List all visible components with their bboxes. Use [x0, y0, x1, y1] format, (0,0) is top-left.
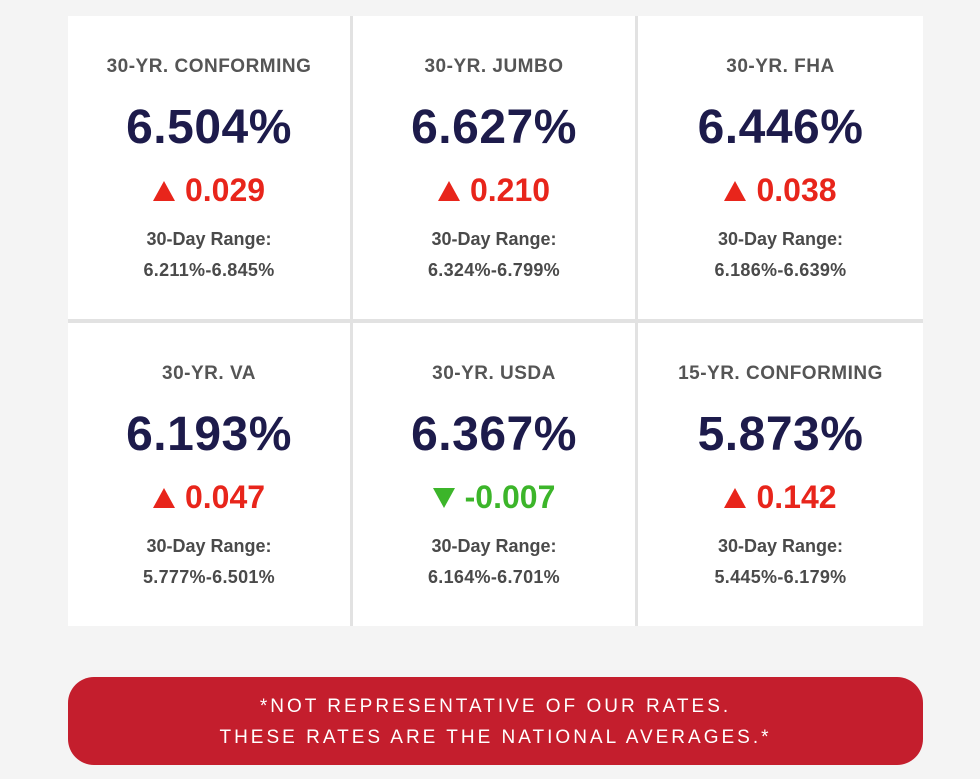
change-value: 0.047	[184, 479, 266, 515]
rate-value: 6.193%	[126, 408, 292, 461]
rates-grid: 30-YR. CONFORMING 6.504% 0.029 30-Day Ra…	[68, 16, 923, 626]
rate-value: 5.873%	[697, 408, 864, 461]
card-title: 30-YR. USDA	[432, 363, 556, 384]
card-title: 30-YR. CONFORMING	[106, 56, 312, 77]
rate-change: 0.029	[68, 172, 350, 209]
change-value: -0.007	[464, 479, 556, 515]
rate-card-30yr-conforming: 30-YR. CONFORMING 6.504% 0.029 30-Day Ra…	[68, 16, 350, 319]
rate-card-30yr-usda: 30-YR. USDA 6.367% -0.007 30-Day Range: …	[353, 323, 635, 626]
rate-change: -0.007	[353, 479, 635, 516]
change-value: 0.038	[756, 172, 837, 208]
card-title: 30-YR. JUMBO	[424, 56, 564, 77]
range-label: 30-Day Range:	[431, 536, 557, 556]
card-title: 30-YR. FHA	[726, 56, 835, 77]
triangle-down-icon	[432, 487, 455, 508]
range-value: 6.211%-6.845%	[143, 260, 275, 280]
range-label: 30-Day Range:	[146, 536, 272, 556]
card-title: 15-YR. CONFORMING	[678, 363, 883, 384]
triangle-up-icon	[437, 180, 460, 201]
change-value: 0.142	[756, 479, 837, 515]
rate-change: 0.047	[68, 479, 350, 516]
range-value: 5.777%-6.501%	[143, 567, 275, 587]
card-title: 30-YR. VA	[162, 363, 256, 384]
rate-card-15yr-conforming: 15-YR. CONFORMING 5.873% 0.142 30-Day Ra…	[638, 323, 923, 626]
triangle-up-icon	[724, 180, 747, 201]
rate-value: 6.367%	[411, 408, 577, 461]
rate-card-30yr-fha: 30-YR. FHA 6.446% 0.038 30-Day Range: 6.…	[638, 16, 923, 319]
rate-change: 0.210	[353, 172, 635, 209]
disclaimer-line-2: THESE RATES ARE THE NATIONAL AVERAGES.*	[219, 727, 772, 748]
range-label: 30-Day Range:	[146, 229, 272, 249]
triangle-up-icon	[152, 487, 175, 508]
range-value: 5.445%-6.179%	[714, 567, 847, 587]
rate-value: 6.627%	[411, 101, 577, 154]
range-label: 30-Day Range:	[717, 229, 844, 249]
change-value: 0.029	[184, 172, 266, 208]
rate-value: 6.446%	[697, 101, 864, 154]
rate-value: 6.504%	[126, 101, 292, 154]
range-label: 30-Day Range:	[431, 229, 557, 249]
rate-card-30yr-va: 30-YR. VA 6.193% 0.047 30-Day Range: 5.7…	[68, 323, 350, 626]
rate-change: 0.038	[638, 172, 923, 209]
range-label: 30-Day Range:	[717, 536, 844, 556]
disclaimer-line-1: *NOT REPRESENTATIVE OF OUR RATES.	[259, 696, 732, 717]
triangle-up-icon	[152, 180, 175, 201]
rate-change: 0.142	[638, 479, 923, 516]
range-value: 6.164%-6.701%	[428, 567, 560, 587]
rate-card-30yr-jumbo: 30-YR. JUMBO 6.627% 0.210 30-Day Range: …	[353, 16, 635, 319]
range-value: 6.324%-6.799%	[428, 260, 560, 280]
triangle-up-icon	[724, 487, 747, 508]
disclaimer-banner: *NOT REPRESENTATIVE OF OUR RATES. THESE …	[68, 677, 923, 765]
change-value: 0.210	[469, 172, 551, 208]
range-value: 6.186%-6.639%	[714, 260, 847, 280]
